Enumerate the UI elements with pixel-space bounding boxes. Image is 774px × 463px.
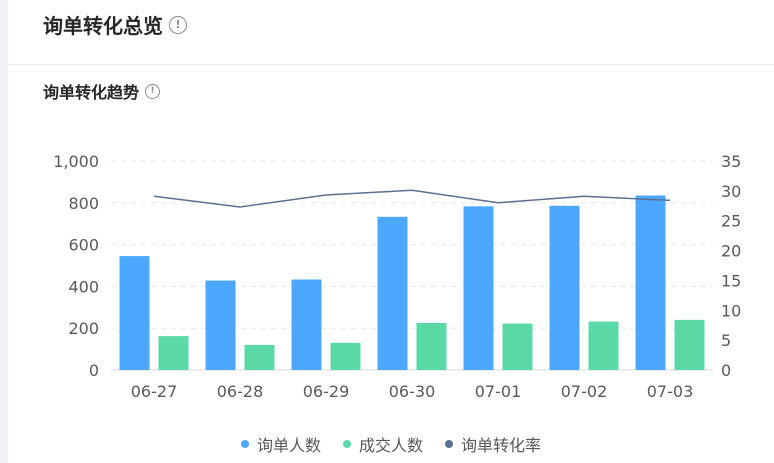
y-right-tick-label: 25 [721, 212, 741, 231]
y-right-tick-label: 20 [721, 242, 741, 261]
section-title: 询单转化趋势 [43, 83, 140, 102]
bar-inquiry [291, 279, 322, 370]
y-left-tick-label: 400 [68, 277, 99, 296]
x-tick-label: 06-30 [389, 382, 436, 401]
legend-label: 询单转化率 [461, 436, 542, 455]
y-left-tick-label: 1,000 [53, 152, 99, 171]
bar-deal [416, 322, 447, 370]
line-conversion-rate [153, 189, 671, 208]
x-tick-label: 06-29 [303, 382, 350, 401]
bar-inquiry [549, 205, 580, 370]
bar-inquiry [463, 206, 494, 370]
overview-panel: 询单转化总览 ! 询单转化趋势 ! 0 200 400 600 800 1,000 0 5 10… [8, 0, 774, 463]
chart-legend: 询单人数 成交人数 询单转化率 [8, 432, 774, 456]
y-right-tick-label: 30 [721, 182, 741, 201]
y-left-tick-label: 0 [89, 361, 99, 380]
page-title: 询单转化总览 [43, 14, 163, 38]
y-left-tick-label: 800 [68, 194, 99, 213]
bar-inquiry [119, 256, 150, 370]
y-right-tick-label: 10 [721, 301, 741, 320]
bar-inquiry [377, 216, 408, 370]
bar-inquiry [205, 280, 236, 370]
panel-header: 询单转化总览 ! [8, 0, 774, 65]
legend-label: 成交人数 [358, 436, 423, 455]
y-left-tick-label: 600 [68, 236, 99, 255]
legend-dot-deal [342, 440, 351, 448]
x-tick-label: 06-27 [131, 382, 178, 401]
y-right-tick-label: 35 [721, 152, 741, 171]
legend-item-rate[interactable]: 询单转化率 [445, 432, 541, 456]
legend-dot-rate [445, 440, 453, 448]
bar-deal [244, 344, 275, 370]
x-tick-label: 07-02 [561, 382, 608, 401]
legend-label: 询单人数 [256, 436, 321, 455]
info-circle-icon[interactable]: ! [169, 15, 187, 34]
bar-deal [674, 319, 705, 370]
info-circle-icon[interactable]: ! [145, 83, 161, 99]
x-tick-label: 07-01 [475, 382, 522, 401]
bar-deal [502, 323, 533, 370]
inquiry-conversion-chart: 0 200 400 600 800 1,000 0 5 10 15 20 25 30 35 06-27 06-… [53, 152, 741, 401]
x-tick-label: 06-28 [217, 382, 264, 401]
y-left-tick-label: 200 [68, 319, 99, 338]
page-title-row: 询单转化总览 ! [43, 10, 187, 39]
bar-deal [588, 321, 619, 370]
section-title-row: 询单转化趋势 ! [43, 79, 161, 103]
y-right-tick-label: 15 [721, 271, 741, 290]
bar-deal [158, 336, 189, 370]
legend-dot-inquiry [240, 440, 249, 448]
x-tick-label: 07-03 [647, 382, 694, 401]
legend-item-deal[interactable]: 成交人数 [342, 432, 423, 456]
y-right-tick-label: 0 [721, 361, 731, 380]
legend-item-inquiry[interactable]: 询单人数 [240, 432, 321, 456]
bar-inquiry [635, 195, 666, 370]
bar-deal [330, 342, 361, 370]
y-right-tick-label: 5 [721, 331, 731, 350]
